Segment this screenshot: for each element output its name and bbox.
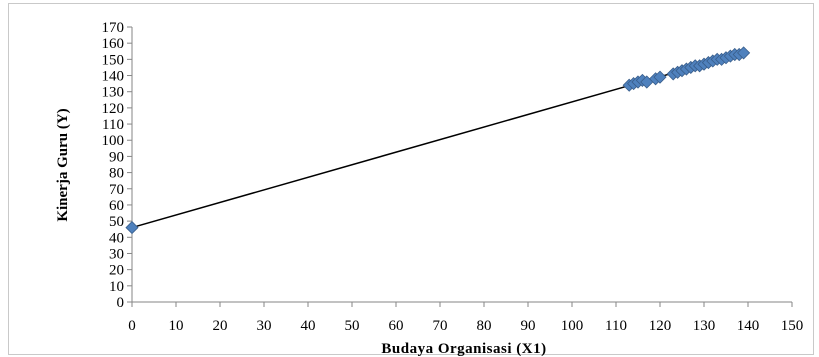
y-tick-label: 30 bbox=[109, 246, 124, 262]
x-tick-label: 10 bbox=[169, 318, 184, 334]
x-tick-label: 60 bbox=[389, 318, 404, 334]
x-tick-label: 90 bbox=[521, 318, 536, 334]
x-tick-label: 30 bbox=[257, 318, 272, 334]
y-tick-label: 100 bbox=[102, 133, 125, 149]
y-tick-label: 160 bbox=[102, 36, 125, 52]
y-tick-label: 60 bbox=[109, 198, 124, 214]
y-tick-label: 50 bbox=[109, 214, 124, 230]
data-point bbox=[737, 46, 751, 60]
data-point bbox=[653, 70, 667, 84]
y-tick-label: 90 bbox=[109, 149, 124, 165]
y-tick-label: 80 bbox=[109, 166, 124, 182]
chart-frame bbox=[8, 3, 814, 355]
y-tick-label: 140 bbox=[102, 69, 125, 85]
y-tick-label: 170 bbox=[102, 20, 125, 36]
x-tick-label: 50 bbox=[345, 318, 360, 334]
x-tick-label: 110 bbox=[605, 318, 627, 334]
y-tick-label: 110 bbox=[102, 117, 124, 133]
y-tick-label: 150 bbox=[102, 52, 125, 68]
y-tick-label: 0 bbox=[117, 295, 125, 311]
y-tick-label: 40 bbox=[109, 230, 124, 246]
x-tick-label: 70 bbox=[433, 318, 448, 334]
x-tick-label: 40 bbox=[301, 318, 316, 334]
x-tick-label: 120 bbox=[649, 318, 672, 334]
y-tick-label: 120 bbox=[102, 101, 125, 117]
x-tick-label: 150 bbox=[781, 318, 804, 334]
data-point bbox=[125, 221, 139, 235]
x-axis-label: Budaya Organisasi (X1) bbox=[381, 341, 546, 357]
y-tick-label: 130 bbox=[102, 85, 125, 101]
x-tick-label: 100 bbox=[561, 318, 584, 334]
x-tick-label: 80 bbox=[477, 318, 492, 334]
y-tick-label: 20 bbox=[109, 263, 124, 279]
x-tick-label: 20 bbox=[213, 318, 228, 334]
x-tick-label: 0 bbox=[128, 318, 136, 334]
y-axis-label: Kinerja Guru (Y) bbox=[55, 108, 71, 221]
x-tick-label: 130 bbox=[693, 318, 716, 334]
y-tick-label: 10 bbox=[109, 279, 124, 295]
y-tick-label: 70 bbox=[109, 182, 124, 198]
x-tick-label: 140 bbox=[737, 318, 760, 334]
